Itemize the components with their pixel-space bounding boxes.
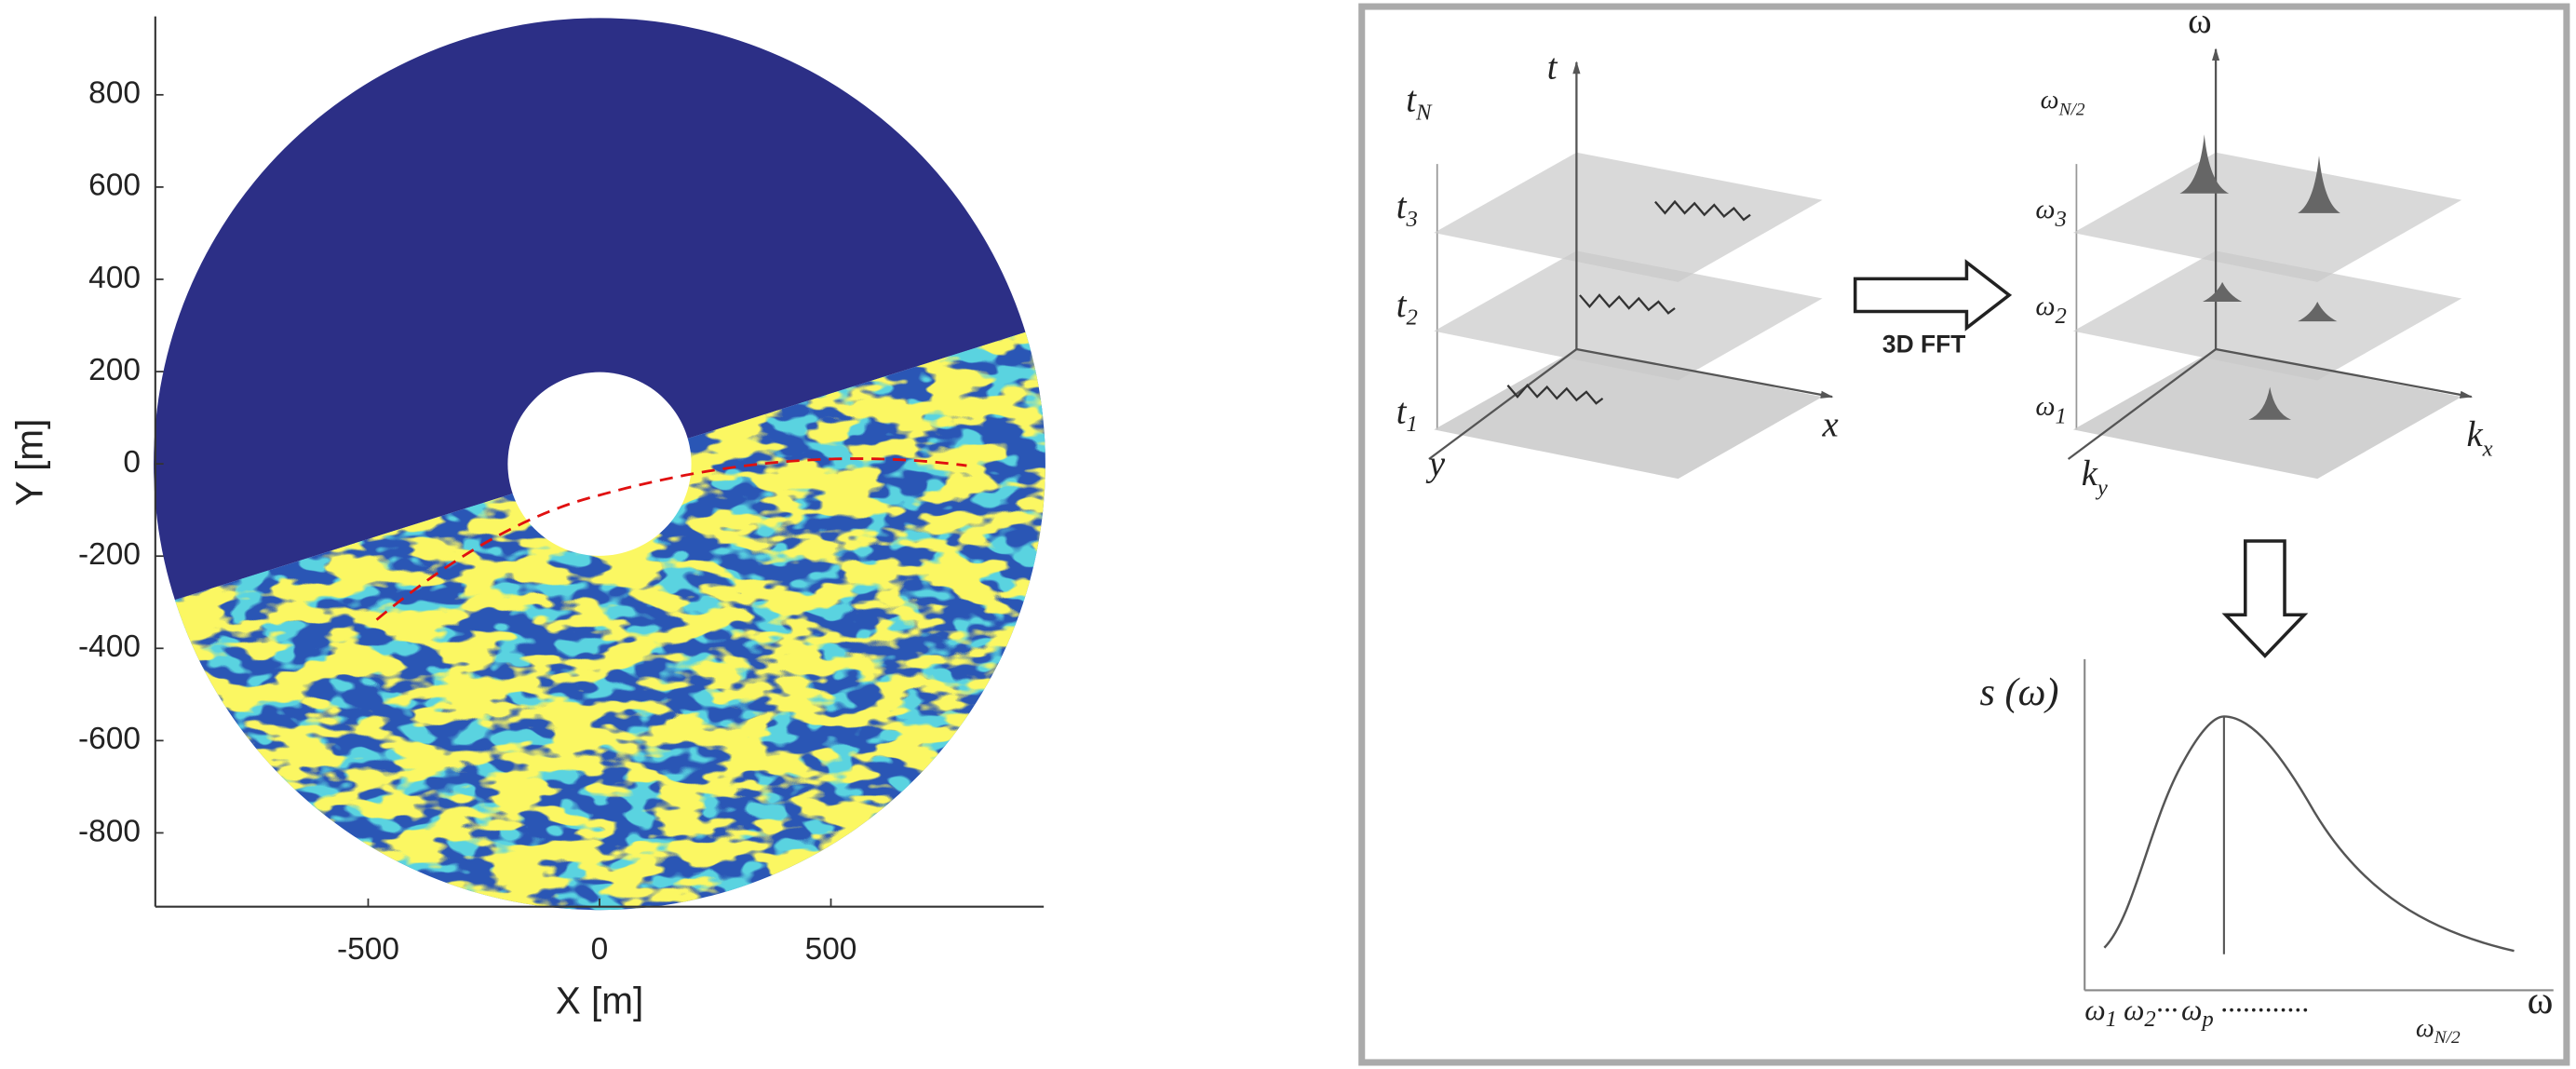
- sub: 1: [2056, 403, 2067, 428]
- axis: [1428, 348, 1578, 460]
- peak: [2298, 156, 2340, 213]
- base: ω: [2181, 994, 2202, 1026]
- spectrum-curve: [2103, 715, 2515, 953]
- sub: N/2: [2058, 100, 2085, 119]
- center-hole: [507, 372, 692, 556]
- base: ω: [2035, 390, 2055, 421]
- x-axis-label: ω: [2528, 979, 2554, 1022]
- axis: [2067, 348, 2217, 460]
- level-label: t1: [1396, 391, 1418, 437]
- plane: [1434, 250, 1823, 381]
- base: k: [2466, 414, 2483, 454]
- axis-label: ω: [2188, 1, 2211, 41]
- y-tick-label: -400: [78, 629, 141, 664]
- sub: 1: [2106, 1007, 2117, 1032]
- x-tick-label: 500: [805, 932, 857, 967]
- x-axis-label: X [m]: [556, 979, 643, 1022]
- fft-arrow: 3D FFT: [1853, 259, 2013, 359]
- y-tick-label: -800: [78, 814, 141, 848]
- y-axis-label: Y [m]: [7, 419, 50, 507]
- base: ω: [2416, 1014, 2434, 1043]
- spectrum: s (ω) ω ω1 ω2··· ωp ············ ωN/2: [1980, 658, 2554, 1048]
- plane: [2072, 250, 2462, 381]
- axis-label: ky: [2082, 453, 2108, 501]
- base: ω: [2084, 994, 2105, 1026]
- dots: ············: [2220, 994, 2309, 1026]
- base: t: [1406, 80, 1417, 120]
- axis-label: x: [1821, 404, 1838, 444]
- sub: y: [2095, 476, 2108, 501]
- base: ω: [2035, 194, 2055, 224]
- level-label: t2: [1396, 285, 1418, 331]
- y-tick-label: 0: [123, 445, 141, 480]
- x-tick-label: -500: [337, 932, 399, 967]
- radar-image: [154, 18, 1045, 911]
- arrow: [1853, 259, 2013, 332]
- level-label: ω1: [2035, 390, 2066, 428]
- peak: [2298, 301, 2338, 322]
- base: ω: [2035, 291, 2055, 321]
- axis-label: y: [1425, 444, 1446, 484]
- sub: N/2: [2434, 1028, 2461, 1048]
- axis-label: t: [1547, 47, 1558, 88]
- level-label: ω2: [2035, 291, 2066, 329]
- axis: [1576, 347, 1834, 399]
- down-arrow: [2221, 539, 2309, 658]
- base: k: [2082, 453, 2098, 494]
- peak: [2248, 386, 2292, 420]
- plane: [1434, 349, 1823, 480]
- tick-label: ωN/2: [2416, 1014, 2461, 1048]
- dots: ···: [2156, 994, 2178, 1026]
- diagram-frame: [1358, 3, 2570, 1066]
- axes: X [m] Y [m] -500 0 500 -800 -600 -400 -200 0 200…: [7, 16, 1045, 1022]
- base: ω: [2041, 86, 2059, 115]
- transform-label: 3D FFT: [1882, 331, 1965, 359]
- y-tick-label: -200: [78, 537, 141, 572]
- wave: [1506, 384, 1604, 405]
- sub: p: [2200, 1007, 2213, 1032]
- wave: [1579, 293, 1676, 315]
- level-label: ω3: [2035, 194, 2066, 232]
- axis: [2215, 347, 2474, 399]
- sub: 1: [1406, 412, 1417, 437]
- sub: N: [1415, 101, 1433, 126]
- level-label: tN: [1406, 80, 1433, 126]
- time-stack: t x y tN t3 t2 t1: [1396, 47, 1839, 484]
- base: ω: [2124, 994, 2144, 1026]
- y-axis-label: s (ω): [1980, 670, 2059, 714]
- sub: 2: [2144, 1007, 2155, 1032]
- y-tick-label: 800: [88, 76, 141, 111]
- sub: 2: [2056, 304, 2067, 329]
- plane: [1434, 152, 1823, 282]
- base: t: [1396, 391, 1408, 431]
- y-tick-label: 200: [88, 353, 141, 387]
- sub: 2: [1406, 305, 1417, 331]
- tick-labels: ω1 ω2··· ωp ············: [2084, 994, 2309, 1032]
- sub: x: [2482, 436, 2493, 461]
- wave: [1654, 199, 1751, 222]
- frequency-stack: ω kx ky ωN/2 ω3 ω2 ω1: [2035, 1, 2492, 501]
- axis-label: kx: [2466, 414, 2492, 462]
- y-tick-label: -600: [78, 722, 141, 756]
- sub: 3: [2055, 207, 2067, 232]
- y-tick-label: 600: [88, 169, 141, 203]
- plane: [2072, 152, 2462, 282]
- base: t: [1396, 186, 1408, 226]
- y-tick-label: 400: [88, 261, 141, 295]
- base: t: [1396, 285, 1408, 325]
- peak: [2179, 134, 2230, 194]
- x-tick-label: 0: [591, 932, 609, 967]
- sub: 3: [1405, 207, 1417, 232]
- level-label: t3: [1396, 186, 1418, 232]
- peak: [2202, 281, 2243, 302]
- level-label: ωN/2: [2041, 86, 2085, 119]
